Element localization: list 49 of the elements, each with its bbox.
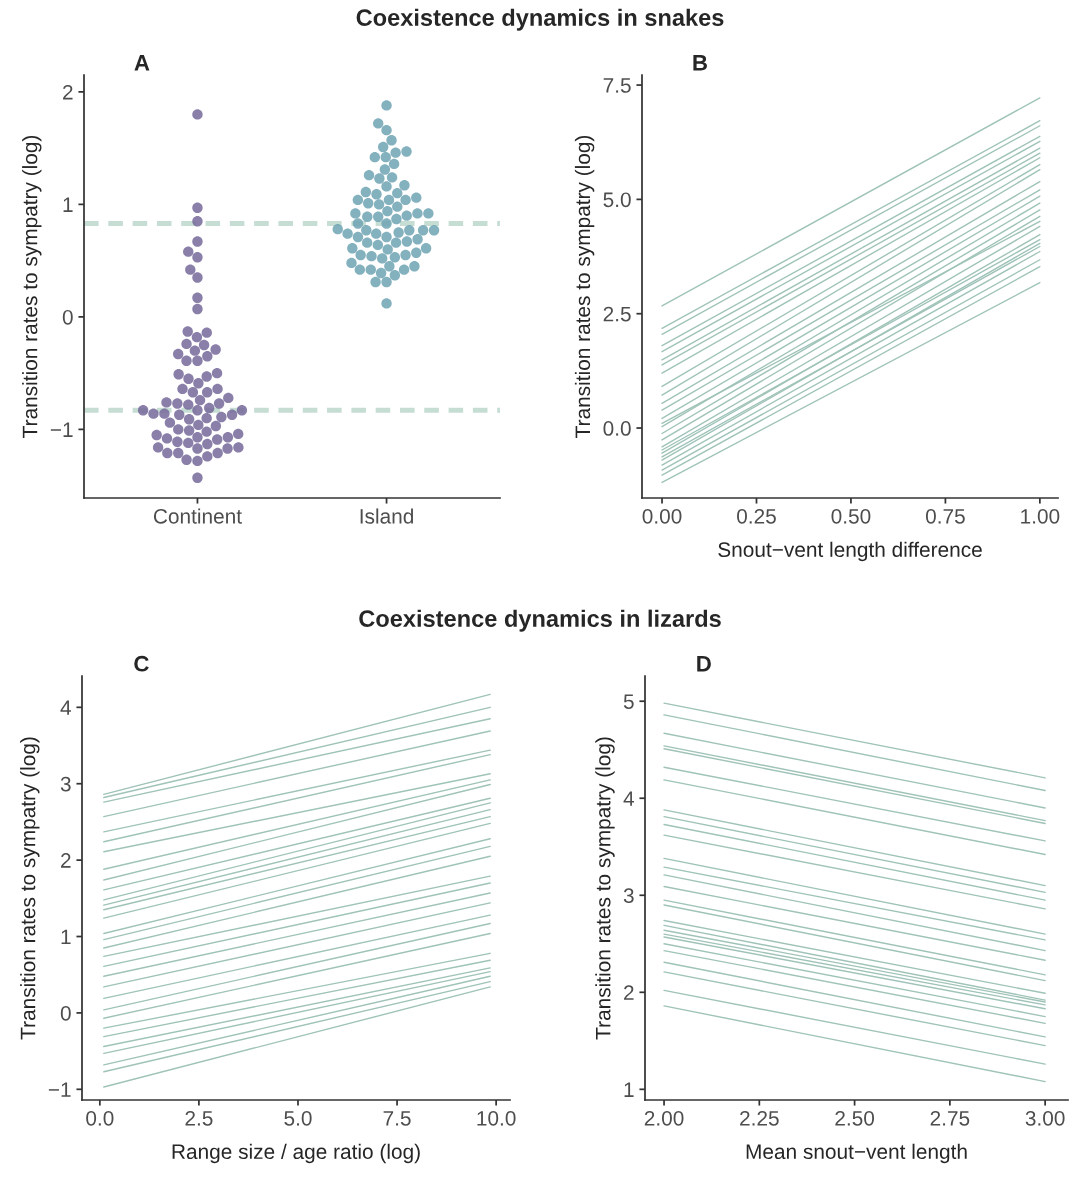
x-tick-label: 10.0 bbox=[477, 1110, 516, 1126]
x-tick-label: 2.75 bbox=[930, 1110, 970, 1126]
y-tick-label: 5.0 bbox=[603, 192, 631, 208]
x-tick-label: 0.50 bbox=[831, 508, 871, 524]
y-tick-label: 5 bbox=[623, 694, 634, 709]
x-tick-label: 3.00 bbox=[1025, 1110, 1065, 1126]
y-tick-label: 0 bbox=[60, 1005, 71, 1021]
y-tick-label: 4 bbox=[623, 791, 634, 806]
y-tick-label: 2 bbox=[63, 84, 73, 100]
chart-title: B bbox=[693, 55, 707, 71]
y-axis-title: Transition rates to sympatry (log) bbox=[574, 135, 595, 438]
y-tick-label: 0.0 bbox=[603, 421, 631, 436]
x-tick-label: 0.25 bbox=[737, 508, 776, 524]
y-tick-label: −1 bbox=[50, 422, 73, 437]
y-tick-label: −1 bbox=[48, 1082, 71, 1097]
x-tick-label: 1.00 bbox=[1021, 508, 1060, 524]
chart-title: C bbox=[134, 655, 149, 672]
text: Coexistence dynamics in snakes bbox=[356, 8, 724, 31]
x-tick-label: Continent bbox=[153, 508, 242, 524]
x-axis-title: Range size / age ratio (log) bbox=[172, 1143, 420, 1164]
y-tick-label: 2 bbox=[61, 853, 71, 868]
y-tick-label: 3 bbox=[623, 888, 634, 904]
text: Coexistence dynamics in lizards bbox=[359, 609, 721, 632]
y-tick-label: 4 bbox=[60, 700, 71, 715]
y-axis-title: Transition rates to sympatry (log) bbox=[22, 135, 42, 438]
y-tick-label: 2.5 bbox=[603, 306, 631, 322]
x-tick-label: 7.5 bbox=[383, 1111, 411, 1126]
x-axis-title: Snout−vent length difference bbox=[718, 541, 982, 562]
x-tick-label: 0.0 bbox=[86, 1110, 114, 1126]
x-tick-label: 0.75 bbox=[925, 508, 965, 524]
x-tick-label: 2.00 bbox=[644, 1110, 684, 1126]
chart-title: A bbox=[134, 55, 150, 71]
x-tick-label: 2.25 bbox=[740, 1110, 779, 1126]
y-tick-label: 3 bbox=[60, 776, 71, 792]
y-axis-title: Transition rates to sympatry (log) bbox=[20, 737, 40, 1040]
x-tick-label: 2.5 bbox=[185, 1110, 213, 1126]
y-tick-label: 2 bbox=[624, 985, 634, 1000]
x-tick-label: 0.00 bbox=[642, 508, 682, 524]
y-tick-label: 0 bbox=[62, 309, 73, 325]
y-tick-label: 7.5 bbox=[603, 78, 631, 93]
x-tick-label: 2.50 bbox=[835, 1110, 875, 1126]
y-axis-title: Transition rates to sympatry (log) bbox=[595, 737, 615, 1040]
chart-title: D bbox=[697, 656, 711, 672]
y-tick-label: 1 bbox=[624, 1082, 634, 1097]
x-tick-label: Island bbox=[360, 508, 413, 524]
x-axis-title: Mean snout−vent length bbox=[746, 1143, 967, 1164]
y-tick-label: 1 bbox=[61, 929, 71, 945]
y-tick-label: 1 bbox=[63, 197, 73, 212]
x-tick-label: 5.0 bbox=[284, 1110, 312, 1126]
